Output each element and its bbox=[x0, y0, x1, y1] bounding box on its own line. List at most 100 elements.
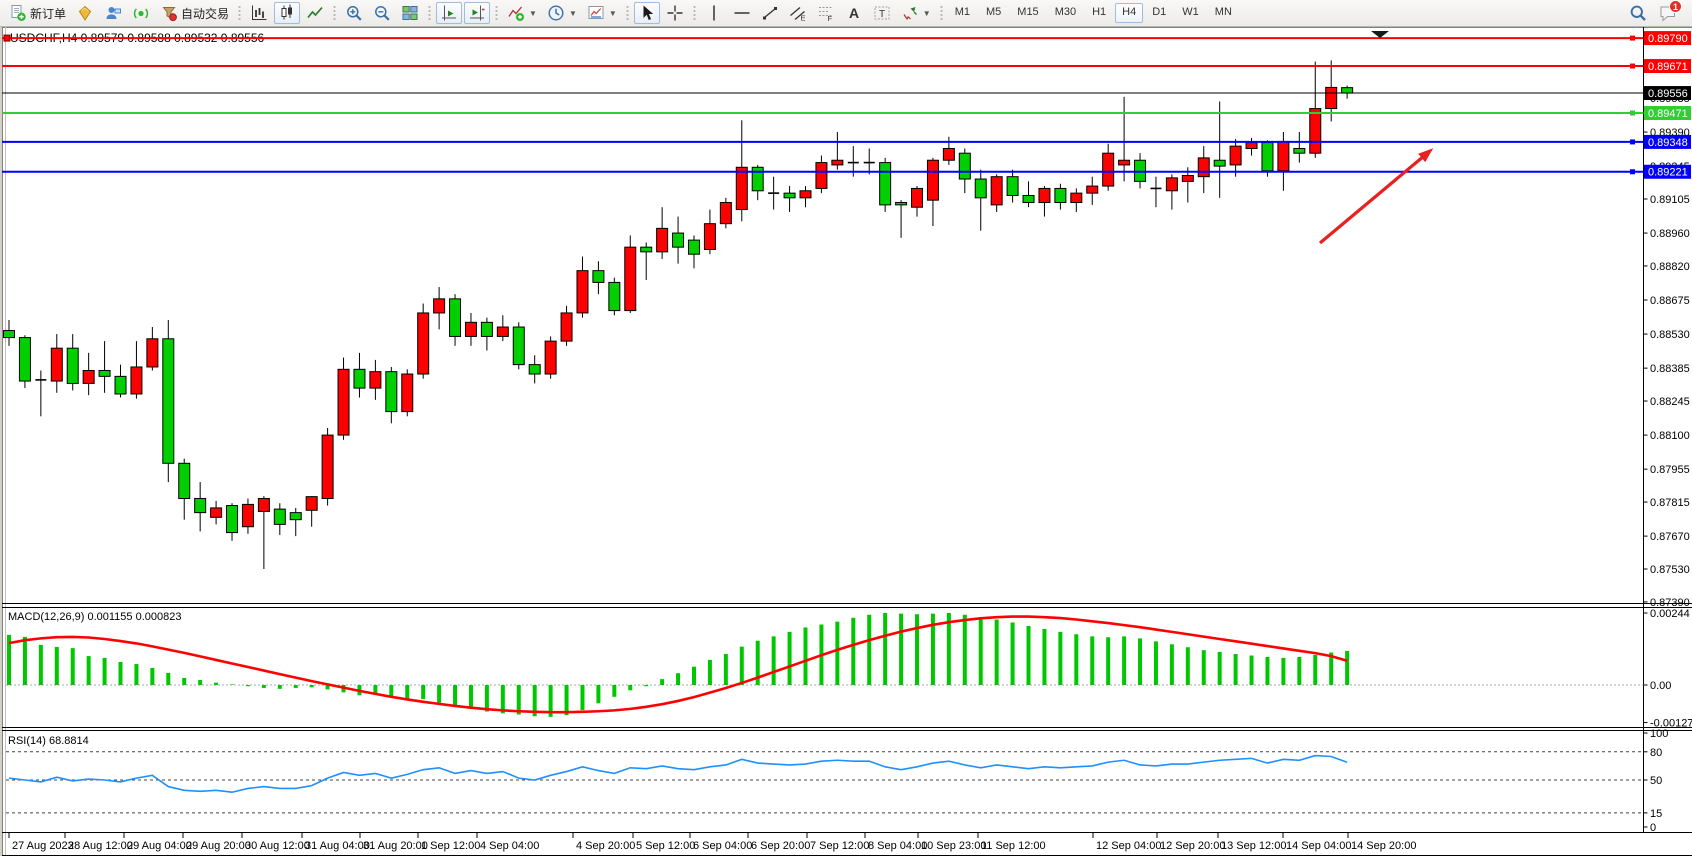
templates-button[interactable]: ▼ bbox=[583, 2, 621, 24]
timeframe-m1-button[interactable]: M1 bbox=[954, 6, 970, 18]
candle-body bbox=[1325, 86, 1338, 110]
fibonacci-button[interactable]: F bbox=[813, 2, 839, 24]
candle-body bbox=[799, 190, 812, 199]
auto-scroll-button[interactable] bbox=[436, 2, 463, 24]
metaquotes-button[interactable] bbox=[72, 2, 98, 24]
timeframe-h1-button[interactable]: H1 bbox=[1092, 6, 1107, 18]
candle-body bbox=[464, 321, 477, 337]
cursor-button[interactable] bbox=[633, 2, 660, 24]
candle-body bbox=[496, 326, 509, 337]
chart-shift-button[interactable] bbox=[464, 2, 491, 24]
timeframe-m5-button[interactable]: M5 bbox=[986, 6, 1002, 18]
candle-body bbox=[1038, 187, 1051, 204]
hline-handle[interactable] bbox=[1630, 139, 1635, 145]
text-button[interactable]: A bbox=[841, 2, 867, 24]
svg-text:T: T bbox=[879, 9, 885, 20]
chevron-down-icon[interactable]: ▼ bbox=[922, 8, 931, 18]
candle-body bbox=[703, 223, 716, 251]
new-order-button[interactable]: 新订单 bbox=[5, 2, 70, 24]
time-tick-label: 1 Sep 12:00 bbox=[421, 840, 480, 852]
autotrading-button[interactable]: 自动交易 bbox=[156, 2, 233, 24]
candle-body bbox=[624, 246, 637, 312]
timeframe-m30-button[interactable]: M30 bbox=[1054, 6, 1077, 18]
trendline-button[interactable] bbox=[757, 2, 783, 24]
candle-body bbox=[528, 364, 541, 375]
horizontal-line-button[interactable] bbox=[729, 2, 755, 24]
time-tick-label: 31 Aug 20:00 bbox=[363, 840, 428, 852]
community-button[interactable] bbox=[100, 2, 126, 24]
time-tick-label: 27 Aug 2023 bbox=[12, 840, 74, 852]
candle-body bbox=[194, 498, 207, 514]
timeframe-mn-button[interactable]: MN bbox=[1214, 6, 1232, 18]
hline-anchor[interactable] bbox=[3, 34, 11, 42]
candle-body bbox=[289, 512, 302, 521]
candles bbox=[3, 60, 1354, 569]
line-chart-button[interactable] bbox=[302, 2, 328, 24]
periods-button[interactable]: ▼ bbox=[543, 2, 581, 24]
hline-handle[interactable] bbox=[1630, 169, 1635, 175]
candle-body bbox=[66, 347, 79, 384]
timeframe-m15-button[interactable]: M15 bbox=[1017, 6, 1039, 18]
price-badge bbox=[1644, 134, 1691, 149]
timeframe-h4-button[interactable]: H4 bbox=[1115, 3, 1144, 23]
chart-shift-marker[interactable] bbox=[1371, 31, 1389, 38]
rsi-label: RSI(14) 68.8814 bbox=[8, 735, 89, 747]
candle-body bbox=[369, 371, 382, 389]
candle-body bbox=[18, 337, 31, 382]
arrows-button[interactable]: ▼ bbox=[897, 2, 935, 24]
zoom-in-button[interactable] bbox=[341, 2, 367, 24]
candle-body bbox=[1245, 142, 1258, 149]
tile-windows-icon bbox=[402, 6, 418, 20]
trend-arrow[interactable] bbox=[1318, 154, 1426, 245]
rsi-axis-label: 15 bbox=[1650, 808, 1662, 820]
timeframe-w1-button[interactable]: W1 bbox=[1182, 6, 1199, 18]
price-tick-label: 0.87955 bbox=[1650, 464, 1690, 476]
trend-arrow-head bbox=[1418, 148, 1434, 163]
hline-handle[interactable] bbox=[1630, 35, 1635, 41]
zoom-out-icon bbox=[375, 6, 390, 21]
price-tick-label: 0.88820 bbox=[1650, 261, 1690, 273]
time-tick-label: 5 Sep 12:00 bbox=[636, 840, 695, 852]
tile-windows-button[interactable] bbox=[397, 2, 423, 24]
candle-body bbox=[560, 312, 573, 342]
candle-body bbox=[640, 246, 653, 253]
candle-body bbox=[1293, 147, 1306, 154]
text-label-button[interactable]: T bbox=[869, 2, 895, 24]
candle-body bbox=[433, 298, 446, 314]
price-badge-label: 0.89671 bbox=[1648, 61, 1688, 73]
crosshair-button[interactable] bbox=[662, 2, 688, 24]
candle-body bbox=[926, 159, 939, 201]
time-tick-label: 10 Sep 23:00 bbox=[921, 840, 986, 852]
candle-body bbox=[82, 369, 95, 384]
candle-body bbox=[895, 202, 908, 206]
candlestick-chart-button[interactable] bbox=[274, 2, 301, 24]
cursor-icon bbox=[643, 5, 653, 20]
time-tick-label: 29 Aug 20:00 bbox=[186, 840, 251, 852]
price-badge bbox=[1644, 86, 1691, 101]
candle-body bbox=[1261, 142, 1274, 172]
channel-icon: E bbox=[789, 7, 805, 22]
hline-handle[interactable] bbox=[1630, 110, 1635, 116]
bar-chart-button[interactable] bbox=[246, 2, 272, 24]
equidistant-channel-button[interactable]: E bbox=[785, 2, 811, 24]
search-button[interactable] bbox=[1625, 2, 1651, 24]
chevron-down-icon[interactable]: ▼ bbox=[568, 8, 577, 18]
rsi-axis-label: 80 bbox=[1650, 747, 1662, 759]
notifications-button[interactable]: 1 bbox=[1653, 0, 1687, 24]
indicators-button[interactable]: ▼ bbox=[503, 2, 541, 24]
candle-body bbox=[1102, 152, 1115, 187]
chevron-down-icon[interactable]: ▼ bbox=[608, 8, 617, 18]
time-tick-label: 31 Aug 04:00 bbox=[305, 840, 370, 852]
time-tick-label: 7 Sep 12:00 bbox=[810, 840, 869, 852]
time-tick-label: 4 Sep 04:00 bbox=[480, 840, 539, 852]
zoom-out-button[interactable] bbox=[369, 2, 395, 24]
hline-handle[interactable] bbox=[1630, 63, 1635, 69]
timeframe-d1-button[interactable]: D1 bbox=[1152, 6, 1167, 18]
rsi-axis-label: 100 bbox=[1650, 728, 1668, 740]
toolbar-right: 1 bbox=[1624, 0, 1688, 24]
vertical-line-button[interactable] bbox=[701, 2, 727, 24]
chevron-down-icon[interactable]: ▼ bbox=[529, 8, 537, 18]
price-badge bbox=[1644, 106, 1691, 121]
news-button[interactable] bbox=[128, 2, 154, 24]
candle-body bbox=[210, 507, 223, 518]
